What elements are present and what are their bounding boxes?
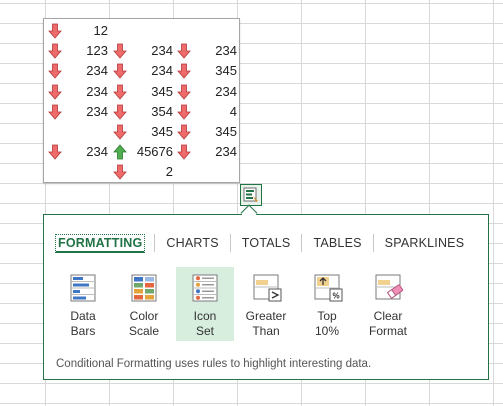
arrow-down-icon (48, 104, 62, 120)
data-cell[interactable]: 345 (151, 83, 173, 99)
arrow-down-icon (177, 124, 191, 140)
tab-totals[interactable]: TOTALS (241, 236, 291, 250)
tab-divider (154, 234, 156, 252)
arrow-down-icon (113, 104, 127, 120)
color-scale-option[interactable]: Color Scale (115, 267, 173, 341)
arrow-down-icon (177, 104, 191, 120)
arrow-down-icon (177, 43, 191, 59)
quick-analysis-panel: FORMATTING CHARTS TOTALS TABLES SPARKLIN… (43, 214, 489, 380)
data-cell[interactable]: 45676 (136, 144, 173, 160)
data-cell[interactable]: 234 (86, 83, 108, 99)
formatting-options: Data Bars Color Scale (54, 267, 420, 341)
data-cell[interactable]: 345 (215, 124, 237, 139)
arrow-down-icon (113, 164, 127, 181)
tab-divider (229, 234, 231, 252)
clear-format-option[interactable]: Clear Format (359, 267, 417, 341)
quick-analysis-tabs: FORMATTING CHARTS TOTALS TABLES SPARKLIN… (52, 233, 475, 253)
selected-data-range[interactable]: 12 123 234 234 234 234 345 234 345 234 234 354 4 345 3… (43, 18, 240, 183)
clear-format-label: Clear Format (368, 309, 407, 338)
data-bars-option[interactable]: Data Bars (54, 267, 112, 341)
data-cell[interactable]: 234 (215, 43, 237, 59)
clear-format-icon (375, 274, 404, 300)
top-10-percent-label: Top 10% (314, 309, 340, 338)
data-cell[interactable]: 234 (215, 144, 237, 160)
data-cell[interactable]: 234 (215, 83, 237, 99)
data-cell[interactable]: 234 (86, 103, 108, 119)
data-cell[interactable]: 345 (151, 124, 173, 139)
tab-tables[interactable]: TABLES (313, 236, 362, 250)
arrow-down-icon (177, 63, 191, 80)
arrow-down-icon (48, 43, 62, 59)
svg-text:%: % (332, 292, 339, 301)
icon-set-icon (192, 274, 218, 302)
arrow-down-icon (48, 23, 62, 39)
option-description: Conditional Formatting uses rules to hig… (56, 358, 372, 370)
greater-than-option[interactable]: Greater Than (237, 267, 295, 341)
icon-set-label: Icon Set (193, 309, 217, 338)
icon-set-option[interactable]: Icon Set (176, 267, 234, 341)
data-cell[interactable]: 2 (165, 164, 173, 180)
arrow-down-icon (48, 144, 62, 160)
top-10-percent-option[interactable]: % Top 10% (298, 267, 356, 341)
color-scale-label: Color Scale (128, 309, 160, 338)
arrow-down-icon (113, 124, 127, 140)
data-cell[interactable]: 234 (86, 144, 108, 160)
greater-than-icon (253, 274, 282, 302)
tab-formatting[interactable]: FORMATTING (55, 233, 146, 253)
data-cell[interactable]: 234 (86, 63, 108, 79)
top-10-percent-icon: % (314, 274, 343, 302)
arrow-down-icon (48, 63, 62, 80)
quick-analysis-button[interactable] (240, 184, 262, 206)
arrow-down-icon (113, 63, 127, 80)
data-cell[interactable]: 234 (151, 63, 173, 79)
tab-divider (372, 234, 374, 252)
arrow-down-icon (113, 43, 127, 59)
data-bars-icon (70, 274, 96, 302)
data-bars-label: Data Bars (70, 309, 96, 338)
arrow-down-icon (177, 144, 191, 160)
greater-than-label: Greater Than (245, 309, 287, 338)
arrow-down-icon (48, 84, 62, 100)
data-cell[interactable]: 234 (151, 43, 173, 59)
arrow-up-icon (113, 144, 127, 160)
data-cell[interactable]: 123 (86, 43, 108, 59)
arrow-down-icon (177, 84, 191, 100)
data-cell[interactable]: 12 (93, 23, 108, 38)
tab-sparklines[interactable]: SPARKLINES (384, 236, 465, 250)
arrow-down-icon (113, 84, 127, 100)
tab-charts[interactable]: CHARTS (166, 236, 219, 250)
data-cell[interactable]: 345 (215, 63, 237, 79)
data-cell[interactable]: 354 (151, 103, 173, 119)
color-scale-icon (131, 274, 157, 302)
quick-analysis-icon (243, 187, 258, 202)
tab-divider (301, 234, 303, 252)
data-cell[interactable]: 4 (229, 103, 237, 119)
